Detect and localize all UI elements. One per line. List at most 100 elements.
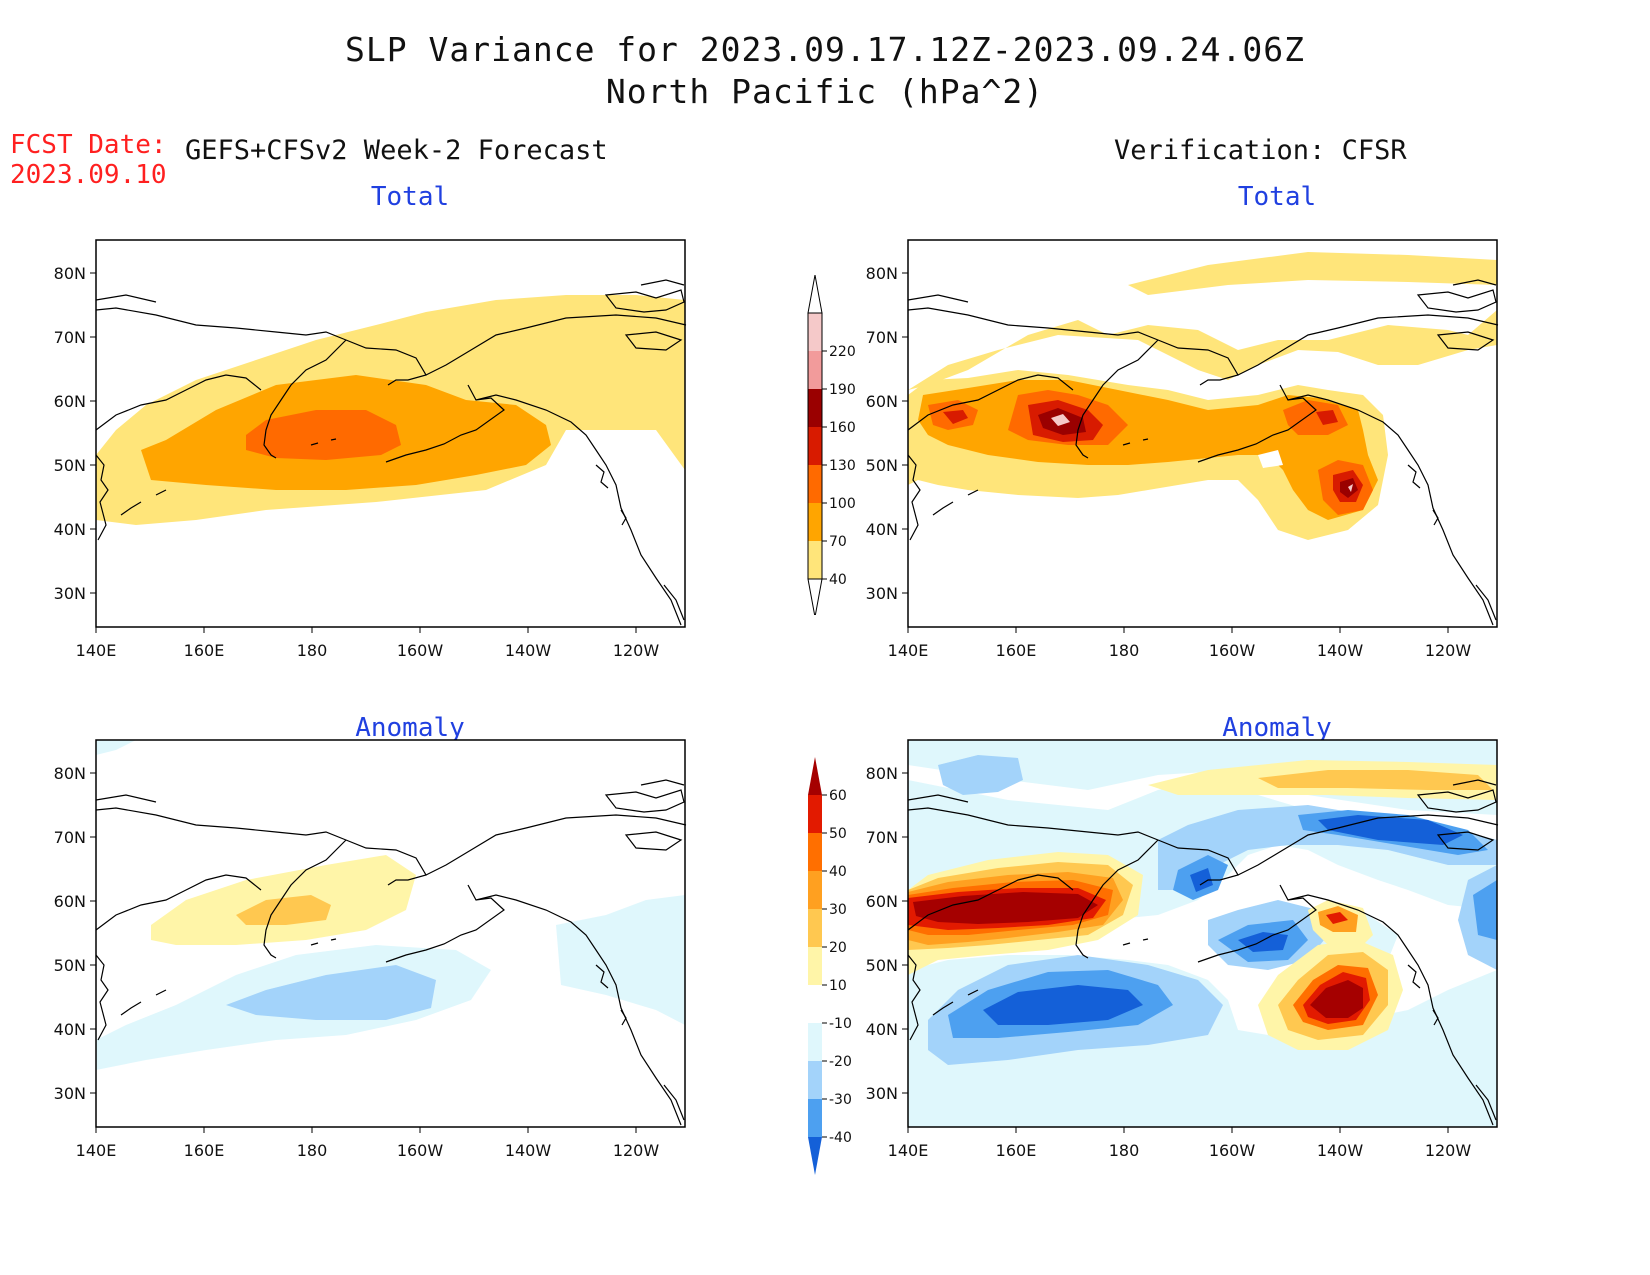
colorbar-label: 190 [829, 382, 856, 398]
chart-subtitle: North Pacific (hPa^2) [605, 72, 1045, 111]
lat-tick-label: 50N [866, 456, 898, 475]
colorbar-top-arrow [808, 757, 822, 795]
colorbar-label: 20 [829, 940, 847, 956]
lat-tick-label: 30N [866, 584, 898, 603]
lat-tick-label: 30N [54, 584, 86, 603]
lat-tick-label: 50N [54, 956, 86, 975]
verification-total-map: 80N 70N 60N 50N 40N 30N 140E 160E 180 160W 140W 12… [866, 239, 1499, 660]
lat-tick-label: 40N [54, 520, 86, 539]
colorbar-swatch [808, 795, 822, 833]
colorbar-swatch [808, 985, 822, 1023]
lat-tick-label: 30N [866, 1084, 898, 1103]
colorbar-total: 220 190 160 130 100 70 40 [807, 275, 856, 615]
lon-tick-label: 140W [505, 1141, 552, 1160]
lon-tick-label: 160W [1209, 641, 1256, 660]
lon-tick-label: 180 [1109, 1141, 1140, 1160]
lon-tick-label: 160E [184, 1141, 225, 1160]
lat-axis: 80N 70N 60N 50N 40N 30N [866, 264, 908, 603]
colorbar-label: 60 [829, 788, 847, 804]
colorbar-label: 160 [829, 420, 856, 436]
lat-tick-label: 50N [866, 956, 898, 975]
lat-tick-label: 60N [54, 392, 86, 411]
colorbar-anomaly: 60 50 40 30 20 10 -10 -20 -30 -40 [808, 757, 852, 1175]
colorbar-label: -10 [829, 1016, 852, 1032]
lat-tick-label: 30N [54, 1084, 86, 1103]
colorbar-label: -40 [829, 1130, 852, 1146]
forecast-heading: GEFS+CFSv2 Week-2 Forecast [185, 135, 608, 166]
verification-anomaly-title: Anomaly [1222, 713, 1332, 743]
lon-tick-label: 120W [1425, 641, 1472, 660]
lon-tick-label: 120W [1425, 1141, 1472, 1160]
colorbar-label: 40 [829, 864, 847, 880]
colorbar-label: -30 [829, 1092, 852, 1108]
verification-total-title: Total [1237, 182, 1317, 212]
lon-tick-label: 120W [613, 1141, 660, 1160]
lon-tick-label: 160E [184, 641, 225, 660]
colorbar-swatch [808, 871, 822, 909]
colorbar-label: -20 [829, 1054, 852, 1070]
lon-tick-label: 140W [1317, 641, 1364, 660]
lon-tick-label: 140W [505, 641, 552, 660]
forecast-total-title: Total [370, 182, 450, 212]
forecast-date-value: 2023.09.10 [10, 160, 167, 190]
colorbar-bottom-arrow [807, 578, 823, 615]
forecast-total-map: 80N 70N 60N 50N 40N 30N 140E 160E 180 160W 140W 12… [54, 239, 687, 660]
colorbar-label: 130 [829, 458, 856, 474]
lon-tick-label: 160E [996, 641, 1037, 660]
lon-tick-label: 160W [1209, 1141, 1256, 1160]
forecast-date-label: FCST Date: [10, 130, 167, 160]
lat-tick-label: 70N [54, 828, 86, 847]
colorbar-label: 50 [829, 826, 847, 842]
lat-tick-label: 80N [54, 764, 86, 783]
colorbar-swatch [808, 833, 822, 871]
colorbar-swatch [808, 1023, 822, 1061]
colorbar-bottom-arrow [808, 1137, 822, 1175]
colorbar-swatch [808, 427, 822, 465]
colorbar-label: 10 [829, 978, 847, 994]
lat-tick-label: 40N [54, 1020, 86, 1039]
lon-axis: 140E 160E 180 160W 140W 120W [76, 627, 660, 660]
lon-tick-label: 140W [1317, 1141, 1364, 1160]
lon-axis: 140E 160E 180 160W 140W 120W [888, 1127, 1472, 1160]
lat-axis: 80N 70N 60N 50N 40N 30N [54, 764, 96, 1103]
lat-tick-label: 40N [866, 520, 898, 539]
lat-tick-label: 70N [866, 328, 898, 347]
colorbar-swatch [808, 503, 822, 541]
chart-title: SLP Variance for 2023.09.17.12Z-2023.09.… [345, 30, 1305, 69]
colorbar-swatch [808, 947, 822, 985]
colorbar-swatch [808, 465, 822, 503]
lon-tick-label: 140E [888, 641, 929, 660]
lat-tick-label: 60N [866, 892, 898, 911]
lon-tick-label: 140E [888, 1141, 929, 1160]
colorbar-swatch [808, 351, 822, 389]
lat-tick-label: 60N [54, 892, 86, 911]
lon-axis: 140E 160E 180 160W 140W 120W [888, 627, 1472, 660]
lat-tick-label: 70N [54, 328, 86, 347]
colorbar-swatch [808, 1061, 822, 1099]
lat-tick-label: 80N [866, 264, 898, 283]
colorbar-swatch [808, 313, 822, 351]
lon-tick-label: 180 [1109, 641, 1140, 660]
verification-anomaly-map: 80N 70N 60N 50N 40N 30N 140E 160E 180 160W 140W 12… [866, 739, 1499, 1160]
colorbar-swatch [808, 389, 822, 427]
lon-tick-label: 160E [996, 1141, 1037, 1160]
colorbar-swatch [808, 1099, 822, 1137]
lon-tick-label: 120W [613, 641, 660, 660]
colorbar-top-arrow [807, 275, 823, 314]
lon-tick-label: 180 [297, 641, 328, 660]
forecast-anomaly-title: Anomaly [355, 713, 465, 743]
lat-axis: 80N 70N 60N 50N 40N 30N [54, 264, 96, 603]
colorbar-label: 220 [829, 344, 856, 360]
lon-axis: 140E 160E 180 160W 140W 120W [76, 1127, 660, 1160]
lat-axis: 80N 70N 60N 50N 40N 30N [866, 764, 908, 1103]
forecast-anomaly-map: 80N 70N 60N 50N 40N 30N 140E 160E 180 160W 140W 12… [54, 739, 687, 1160]
colorbar-label: 30 [829, 902, 847, 918]
lat-tick-label: 40N [866, 1020, 898, 1039]
lat-tick-label: 80N [866, 764, 898, 783]
colorbar-label: 70 [829, 534, 847, 550]
lat-tick-label: 70N [866, 828, 898, 847]
lon-tick-label: 180 [297, 1141, 328, 1160]
colorbar-label: 40 [829, 572, 847, 588]
lon-tick-label: 160W [397, 641, 444, 660]
lat-tick-label: 80N [54, 264, 86, 283]
